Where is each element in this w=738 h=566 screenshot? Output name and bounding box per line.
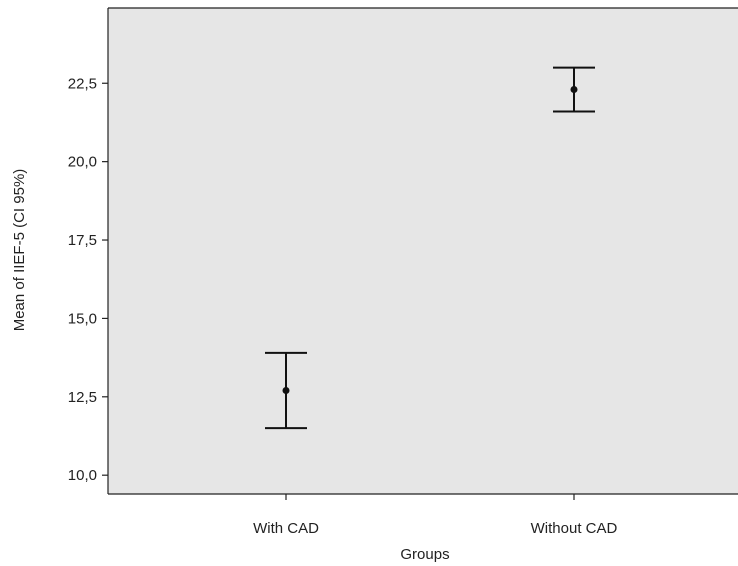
y-tick-label: 20,0 xyxy=(68,154,97,171)
y-tick-label: 22,5 xyxy=(68,75,97,92)
y-axis-title: Mean of IIEF-5 (CI 95%) xyxy=(11,169,28,332)
y-tick-label: 12,5 xyxy=(68,389,97,406)
y-tick-label: 17,5 xyxy=(68,232,97,249)
y-tick-label: 15,0 xyxy=(68,310,97,327)
mean-point xyxy=(282,387,290,395)
x-axis-ticks: With CAD Without CAD xyxy=(253,494,618,537)
y-axis-ticks: 10,0 12,5 15,0 17,5 20,0 22,5 xyxy=(68,75,108,484)
x-tick-label: Without CAD xyxy=(531,520,618,537)
x-tick-label: With CAD xyxy=(253,520,319,537)
plot-area xyxy=(108,8,738,494)
y-tick-label: 10,0 xyxy=(68,467,97,484)
x-axis-title: Groups xyxy=(400,546,449,563)
mean-point xyxy=(570,86,578,94)
error-bars xyxy=(265,66,595,430)
